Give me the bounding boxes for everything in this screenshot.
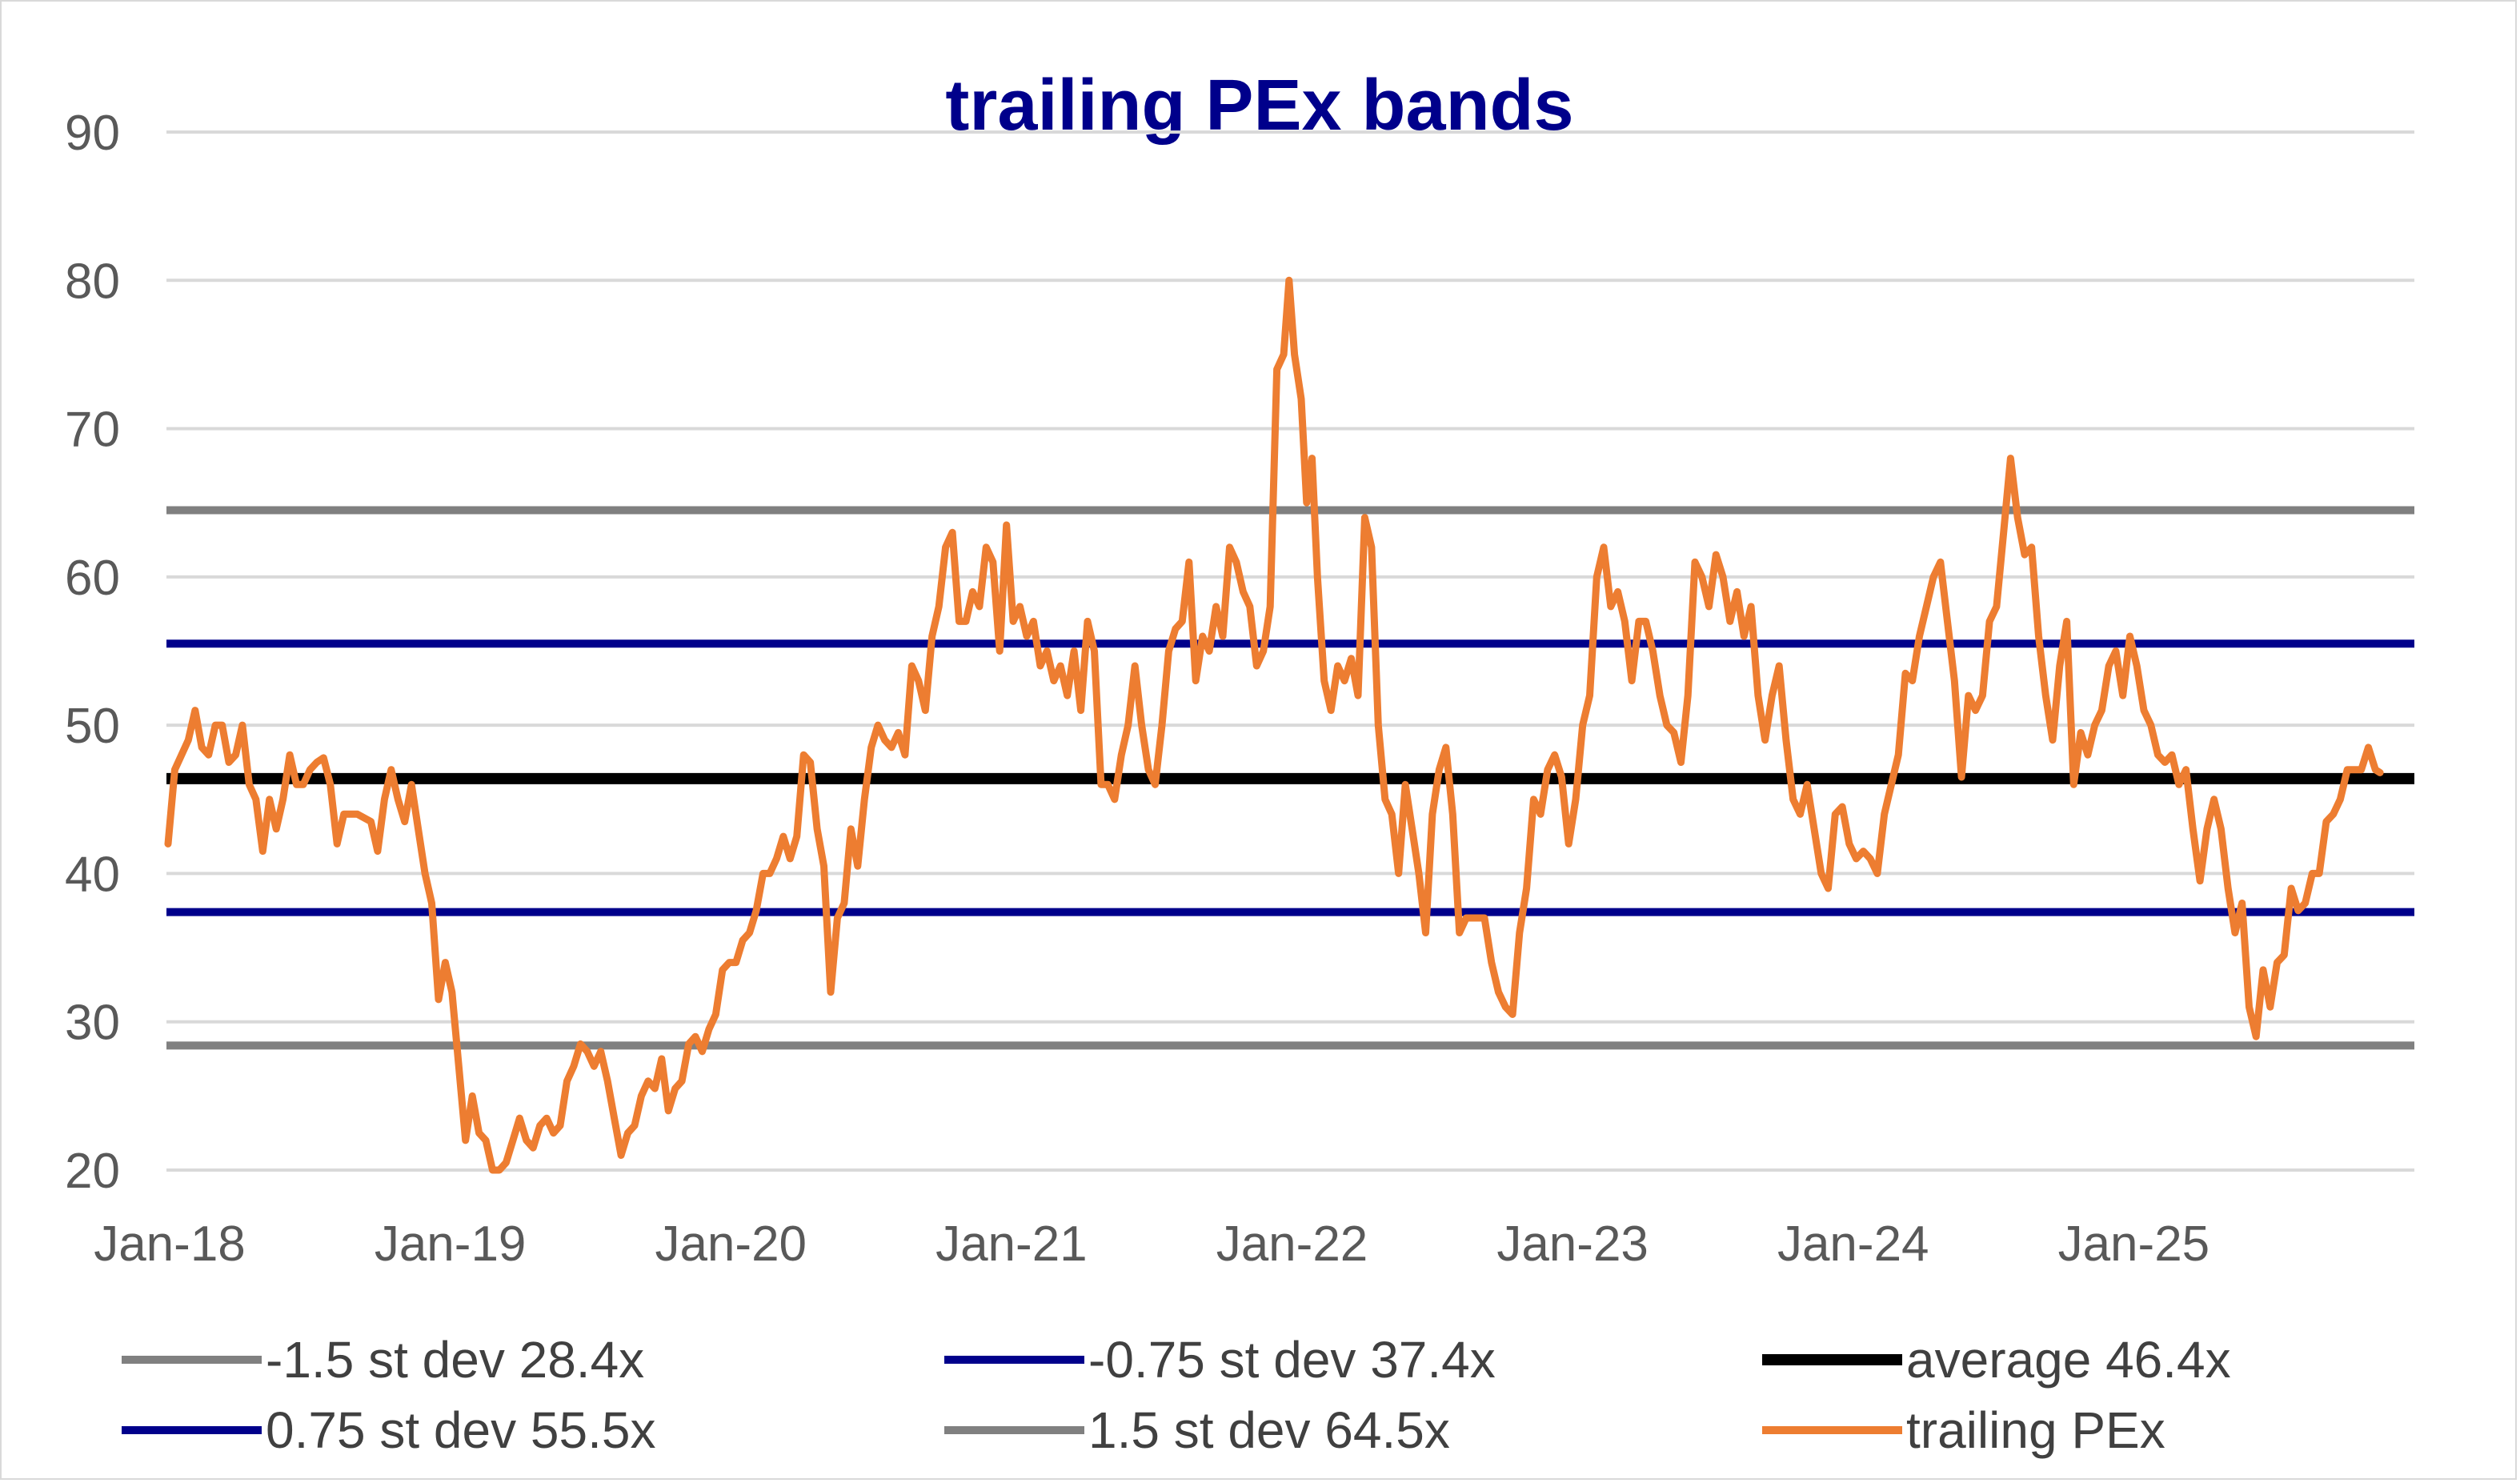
x-tick-label: Jan-21 xyxy=(935,1216,1088,1272)
y-tick-label: 20 xyxy=(65,1144,120,1199)
y-tick-label: 80 xyxy=(65,254,120,309)
series-line-trailing-pex xyxy=(164,276,2384,1174)
x-tick-label: Jan-19 xyxy=(375,1216,527,1272)
x-tick-label: Jan-20 xyxy=(655,1216,807,1272)
legend-label-1: -1.5 st dev 28.4x xyxy=(266,1331,644,1389)
series-lines xyxy=(164,276,2384,1174)
y-tick-label: 40 xyxy=(65,847,120,902)
y-tick-label: 60 xyxy=(65,551,120,606)
y-tick-label: 70 xyxy=(65,403,120,458)
legend: -1.5 st dev 28.4x -0.75 st dev 37.4x avera… xyxy=(122,1331,2231,1459)
legend-label-2: -0.75 st dev 37.4x xyxy=(1088,1331,1496,1389)
x-tick-label: Jan-23 xyxy=(1496,1216,1649,1272)
legend-label-4: 0.75 st dev 55.5x xyxy=(266,1401,655,1459)
y-axis-ticks: 20 30 40 50 60 70 80 90 xyxy=(65,106,120,1199)
x-tick-label: Jan-18 xyxy=(94,1216,246,1272)
grid-lines xyxy=(166,130,2414,1172)
x-axis-ticks: Jan-18 Jan-19 Jan-20 Jan-21 Jan-22 Jan-23 Jan-… xyxy=(94,1216,2210,1272)
y-tick-label: 90 xyxy=(65,106,120,161)
legend-label-6: trailing PEx xyxy=(1906,1401,2165,1459)
legend-label-5: 1.5 st dev 64.5x xyxy=(1088,1401,1450,1459)
y-tick-label: 50 xyxy=(65,699,120,754)
x-tick-label: Jan-24 xyxy=(1777,1216,1929,1272)
y-tick-label: 30 xyxy=(65,996,120,1051)
x-tick-label: Jan-25 xyxy=(2058,1216,2210,1272)
legend-label-3: average 46.4x xyxy=(1906,1331,2231,1389)
x-tick-label: Jan-22 xyxy=(1216,1216,1368,1272)
